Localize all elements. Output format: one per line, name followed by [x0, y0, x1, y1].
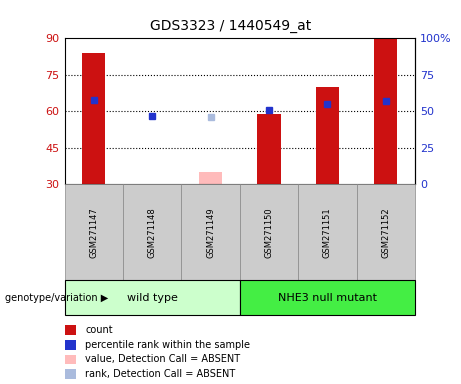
Text: NHE3 null mutant: NHE3 null mutant — [278, 293, 377, 303]
Text: wild type: wild type — [127, 293, 177, 303]
Bar — [316, 87, 339, 184]
Bar — [199, 172, 222, 184]
Text: GSM271152: GSM271152 — [381, 207, 390, 258]
Text: count: count — [85, 325, 113, 335]
Text: value, Detection Call = ABSENT: value, Detection Call = ABSENT — [85, 354, 240, 364]
Text: rank, Detection Call = ABSENT: rank, Detection Call = ABSENT — [85, 369, 236, 379]
Text: GSM271150: GSM271150 — [265, 207, 273, 258]
Text: GSM271147: GSM271147 — [89, 207, 98, 258]
Text: percentile rank within the sample: percentile rank within the sample — [85, 340, 250, 350]
Bar — [82, 53, 106, 184]
Text: GSM271148: GSM271148 — [148, 207, 157, 258]
Bar — [257, 114, 281, 184]
Bar — [374, 38, 397, 184]
Text: GSM271149: GSM271149 — [206, 207, 215, 258]
Text: genotype/variation ▶: genotype/variation ▶ — [5, 293, 108, 303]
Text: GSM271151: GSM271151 — [323, 207, 332, 258]
Text: GDS3323 / 1440549_at: GDS3323 / 1440549_at — [150, 19, 311, 33]
